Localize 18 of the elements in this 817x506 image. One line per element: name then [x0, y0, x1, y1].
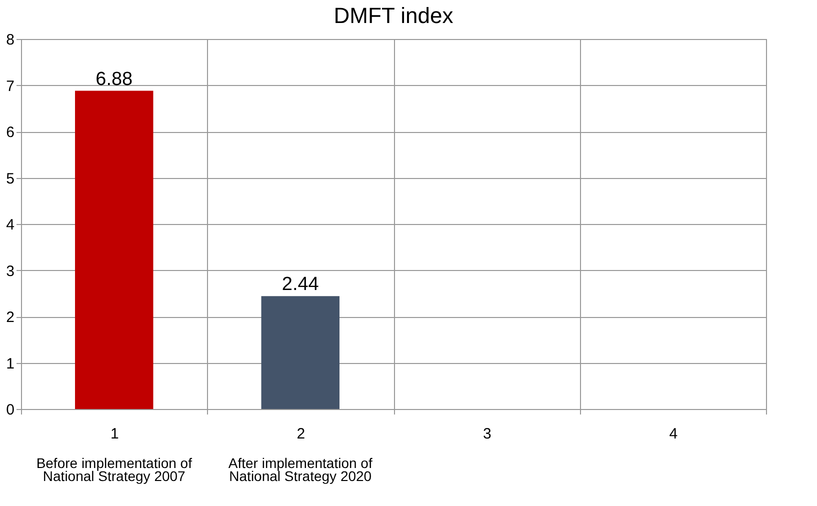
y-tick-label: 4	[6, 216, 14, 234]
y-tick-label: 6	[6, 124, 14, 141]
text: After implementation of National Strategy 2020	[228, 455, 372, 484]
x-tick-label: 4	[669, 426, 678, 442]
y-tick-label: 1	[6, 355, 14, 372]
text: Before implementation of National Strategy 2007	[36, 455, 192, 484]
x-tick-label: 1	[110, 426, 119, 442]
data-label: 6.88	[96, 68, 133, 90]
y-tick-label: 2	[6, 309, 14, 326]
y-tick-label: 8	[6, 32, 14, 48]
y-tick-label: 3	[6, 262, 14, 280]
y-tick-label: 5	[6, 170, 14, 188]
y-tick-label: 0	[6, 402, 14, 418]
chart-title: DMFT index	[334, 3, 454, 28]
x-tick-label: 3	[482, 426, 492, 442]
x-tick-label: 2	[296, 426, 306, 442]
data-label: 2.44	[282, 274, 320, 296]
y-tick-label: 7	[6, 78, 14, 95]
